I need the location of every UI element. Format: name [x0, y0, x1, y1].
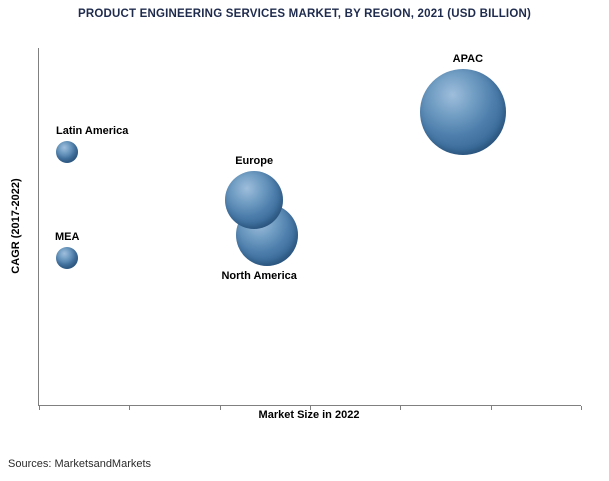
bubble-label-apac: APAC [452, 53, 484, 66]
x-axis-tick [490, 406, 492, 410]
chart-title: PRODUCT ENGINEERING SERVICES MARKET, BY … [77, 8, 532, 20]
x-axis-tick [219, 406, 221, 410]
bubble-europe [225, 171, 284, 230]
x-axis-tick [581, 406, 582, 410]
x-axis-tick [400, 406, 402, 410]
bubble-label-europe: Europe [235, 155, 274, 168]
x-axis-tick [129, 406, 131, 410]
bubble-label-latin-america: Latin America [56, 124, 129, 137]
x-axis-label: Market Size in 2022 [258, 409, 360, 421]
bubble-mea [56, 246, 79, 269]
bubble-label-north-america: North America [221, 270, 297, 283]
bubble-apac [419, 69, 506, 156]
x-axis-tick [310, 406, 311, 410]
bubble-label-mea: MEA [54, 230, 80, 243]
plot-area: Latin America MEA North America Europe APAC [38, 48, 582, 410]
x-axis-tick [39, 406, 40, 410]
source-note: Sources: MarketsandMarkets [8, 458, 152, 470]
bubble-latin-america [56, 140, 79, 163]
y-axis-label: CAGR (2017-2022) [10, 178, 22, 274]
